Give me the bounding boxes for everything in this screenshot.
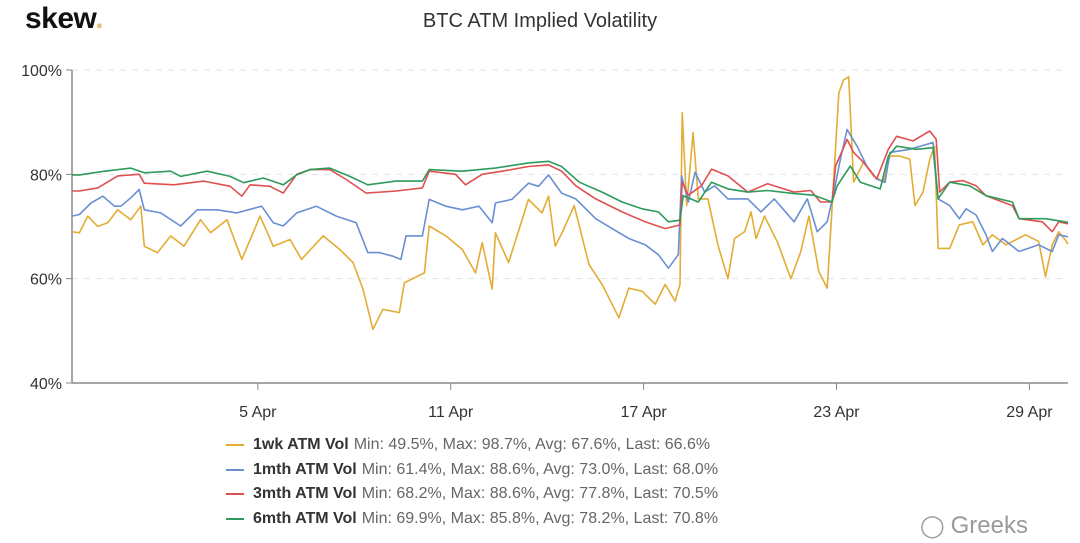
legend-series-stats: Min: 68.2%, Max: 88.6%, Avg: 77.8%, Last…	[361, 485, 719, 502]
legend-series-stats: Min: 69.9%, Max: 85.8%, Avg: 78.2%, Last…	[361, 509, 719, 527]
y-tick-label: 40%	[30, 376, 62, 393]
legend-series-name: 3mth ATM Vol	[253, 485, 357, 502]
series-line-3mth	[72, 130, 1069, 233]
legend-series-name: 6mth ATM Vol	[253, 509, 357, 527]
legend-series-name: 1wk ATM Vol	[253, 436, 349, 453]
chart-title: BTC ATM Implied Volatility	[422, 10, 658, 32]
y-tick-label: 60%	[30, 272, 62, 289]
legend-swatch	[226, 444, 244, 447]
wechat-icon: ◯	[920, 513, 945, 538]
legend-swatch	[226, 493, 244, 496]
x-tick-label: 29 Apr	[1006, 404, 1053, 421]
series-line-1mth	[71, 128, 1069, 269]
legend-item[interactable]: 3mth ATM Vol Min: 68.2%, Max: 88.6%, Avg:…	[226, 482, 718, 507]
legend-item[interactable]: 1mth ATM Vol Min: 61.4%, Max: 88.6%, Avg:…	[226, 458, 718, 483]
legend-item[interactable]: 6mth ATM Vol Min: 69.9%, Max: 85.8%, Avg:…	[226, 507, 718, 532]
logo-dot: .	[95, 2, 104, 35]
series-line-1wk	[71, 76, 1069, 331]
y-tick-label: 80%	[30, 167, 62, 184]
logo-text: skew	[25, 2, 96, 35]
legend-series-name: 1mth ATM Vol	[253, 460, 357, 478]
watermark-text: Greeks	[950, 512, 1028, 539]
y-tick-label: 100%	[21, 63, 62, 80]
legend-item[interactable]: 1wk ATM Vol Min: 49.5%, Max: 98.7%, Avg: …	[226, 433, 718, 458]
legend-swatch	[226, 517, 244, 520]
series-line-6mth	[72, 145, 1069, 224]
x-tick-label: 5 Apr	[239, 404, 277, 421]
skew-logo: skew.	[25, 2, 104, 36]
x-tick-label: 23 Apr	[813, 404, 860, 421]
legend-series-stats: Min: 61.4%, Max: 88.6%, Avg: 73.0%, Last…	[361, 460, 719, 478]
legend-series-stats: Min: 49.5%, Max: 98.7%, Avg: 67.6%, Last…	[353, 436, 711, 453]
chart-legend: 1wk ATM Vol Min: 49.5%, Max: 98.7%, Avg: …	[226, 433, 718, 531]
x-tick-label: 17 Apr	[620, 404, 667, 421]
x-tick-label: 11 Apr	[428, 404, 474, 421]
watermark: ◯ Greeks	[920, 512, 1028, 540]
legend-swatch	[226, 468, 244, 471]
